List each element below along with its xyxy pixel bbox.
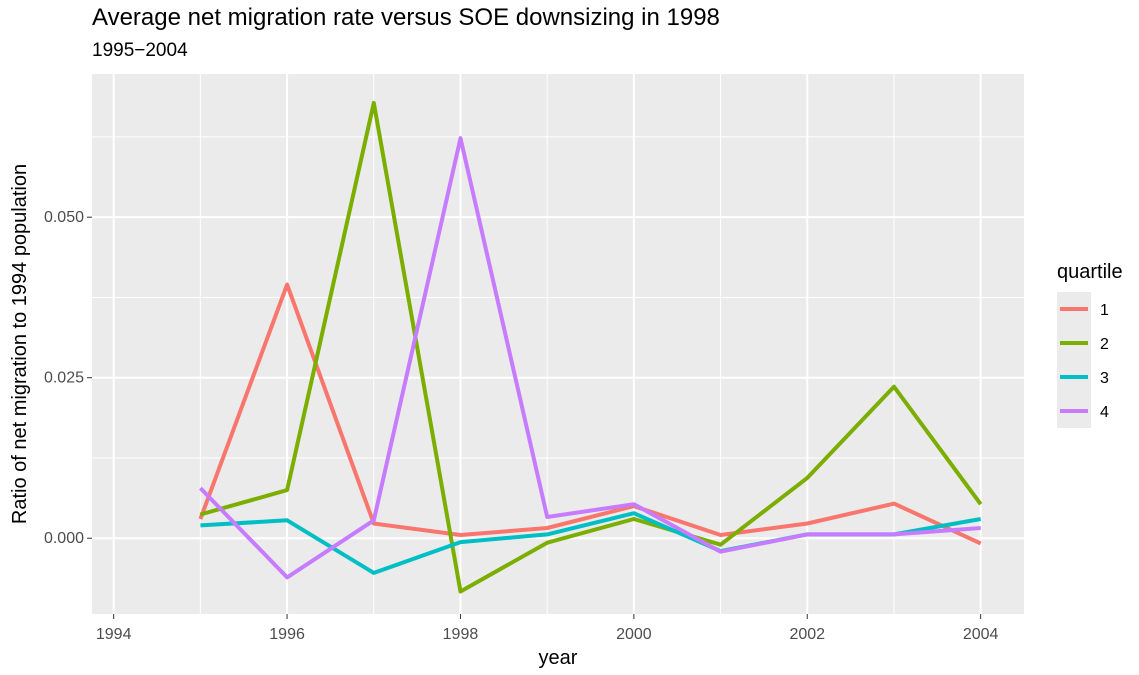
series-line-quartile-2	[199, 100, 983, 594]
y-tick-label: 0.025	[44, 370, 84, 387]
legend-label-quartile-4: 4	[1100, 404, 1109, 421]
x-tick-label: 2000	[616, 626, 652, 643]
chart-title: Average net migration rate versus SOE do…	[92, 4, 720, 31]
x-tick-label: 1996	[269, 626, 305, 643]
x-axis: 1994 1996 1998 2000 2002 2004	[96, 614, 999, 643]
legend-label-quartile-2: 2	[1100, 336, 1109, 353]
legend-label-quartile-3: 3	[1100, 370, 1109, 387]
legend: quartile 1 2 3 4	[1057, 261, 1123, 428]
x-tick-label: 1994	[96, 626, 132, 643]
x-axis-title: year	[539, 647, 578, 669]
y-tick-label: 0.050	[44, 209, 84, 226]
legend-label-quartile-1: 1	[1100, 302, 1109, 319]
legend-title: quartile	[1057, 261, 1123, 283]
x-tick-label: 1998	[443, 626, 479, 643]
y-tick-label: 0.000	[44, 530, 84, 547]
chart-subtitle: 1995−2004	[92, 40, 188, 61]
series-line-quartile-4	[198, 136, 981, 580]
x-tick-label: 2004	[963, 626, 999, 643]
series-lines	[198, 100, 983, 594]
y-axis-title: Ratio of net migration to 1994 populatio…	[9, 164, 31, 524]
x-tick-label: 2002	[789, 626, 825, 643]
y-axis: 0.000 0.025 0.050	[44, 209, 92, 547]
minor-gridlines	[92, 74, 1024, 614]
series-line-quartile-1	[198, 282, 982, 546]
